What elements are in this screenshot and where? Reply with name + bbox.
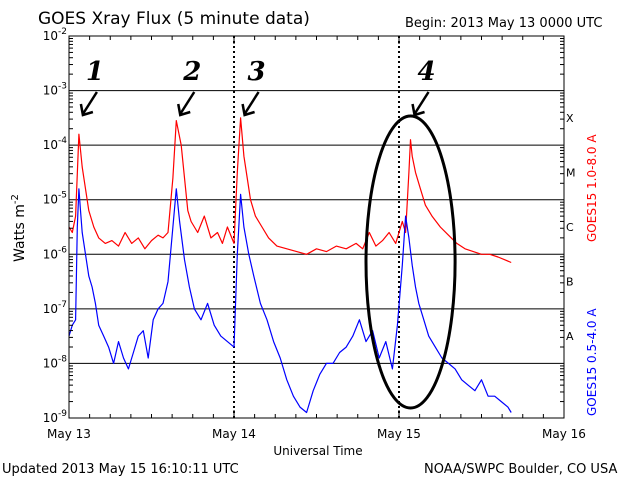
annotation-arrow-head (177, 103, 191, 117)
x-axis-label: Universal Time (273, 444, 362, 458)
x-tick-label: May 15 (377, 427, 421, 441)
y-tick-exponent: -8 (58, 354, 67, 364)
y-tick-exponent: -9 (58, 409, 67, 419)
annotation-number: 4 (418, 57, 436, 87)
y-tick-label: 10-5 (43, 191, 67, 207)
y-tick-label: 10-8 (43, 354, 68, 370)
annotation-layer: 1 2 3 4 (79, 57, 457, 410)
annotation-arrow-head (241, 103, 255, 117)
x-tick-label: May 14 (212, 427, 256, 441)
y-tick-exponent: -3 (58, 82, 67, 92)
chart-title: GOES Xray Flux (5 minute data) (38, 9, 310, 29)
y-tick-label: 10-4 (43, 136, 68, 152)
annotation-number: 1 (86, 57, 104, 87)
y-tick-label: 10-9 (43, 409, 68, 425)
y-tick-exponent: -2 (58, 27, 67, 37)
y-tick-base: 10 (43, 84, 58, 98)
highlight-ellipse (364, 114, 457, 410)
flare-class-label: C (566, 221, 574, 234)
series-line-short-channel (68, 188, 512, 414)
y-tick-exponent: -6 (58, 245, 67, 255)
flare-class-label: A (566, 330, 574, 343)
y-tick-base: 10 (43, 302, 58, 316)
y-tick-exponent: -5 (58, 191, 67, 201)
y-tick-label: 10-2 (43, 27, 67, 43)
annotation-arrow-head (79, 103, 94, 117)
y-tick-base: 10 (43, 29, 58, 43)
y-axis-label-text: Watts m (12, 204, 28, 262)
x-tick-label: May 13 (47, 427, 91, 441)
legend-long-channel: GOES15 1.0-8.0 A (585, 134, 599, 242)
y-tick-exponent: -4 (58, 136, 67, 146)
legend-short-channel: GOES15 0.5-4.0 A (585, 308, 599, 416)
y-tick-label: 10-7 (43, 300, 67, 316)
y-tick-exponent: -7 (58, 300, 67, 310)
annotation-arrow-shaft (179, 91, 196, 115)
flare-class-label: X (566, 112, 574, 125)
grid-layer (69, 36, 564, 418)
annotation-number: 3 (248, 57, 266, 87)
frame-layer (68, 35, 565, 419)
y-axis-label-group: Watts m-2 (10, 194, 28, 262)
flare-class-label: M (566, 166, 576, 179)
x-tick-label: May 16 (542, 427, 586, 441)
y-axis-label-exp: -2 (10, 194, 21, 204)
series-line-long-channel (68, 117, 512, 264)
plot-frame (68, 35, 565, 419)
y-tick-base: 10 (43, 356, 58, 370)
series-layer (68, 117, 512, 414)
annotation-arrow-shaft (243, 91, 260, 115)
flare-class-label: B (566, 276, 574, 289)
annotation-number: 2 (182, 57, 201, 87)
y-tick-label: 10-6 (43, 245, 68, 261)
annotation-arrow-shaft (413, 91, 430, 115)
annotation-arrow-shaft (81, 91, 98, 115)
updated-label: Updated 2013 May 15 16:10:11 UTC (2, 462, 239, 477)
y-tick-base: 10 (43, 193, 58, 207)
y-tick-base: 10 (43, 138, 58, 152)
begin-label: Begin: 2013 May 13 0000 UTC (405, 16, 602, 31)
y-tick-label: 10-3 (43, 82, 67, 98)
credit-label: NOAA/SWPC Boulder, CO USA (424, 462, 617, 477)
y-tick-base: 10 (43, 411, 58, 425)
y-axis-label: Watts m-2 (10, 194, 28, 262)
y-tick-base: 10 (43, 247, 58, 261)
annotation-arrow-head (411, 103, 425, 117)
